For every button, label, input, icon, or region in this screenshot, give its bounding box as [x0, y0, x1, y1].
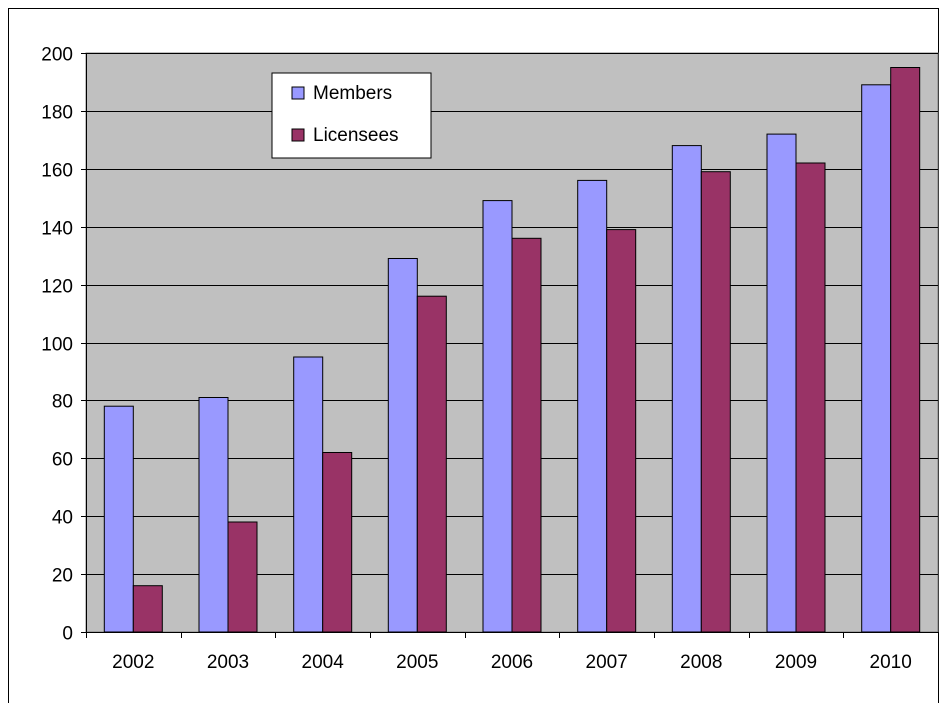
- x-tick-label: 2004: [302, 652, 345, 673]
- bar-licensees-2006: [511, 237, 542, 633]
- legend-swatch-members: [291, 86, 305, 100]
- x-tick-label: 2005: [396, 652, 438, 673]
- bar-licensees-2008: [700, 171, 731, 633]
- x-tick-label: 2003: [207, 652, 249, 673]
- bar-licensees-2004: [322, 452, 353, 633]
- legend-swatch-licensees: [291, 128, 305, 142]
- y-axis-ticks: 0 20 40 60 80 100 120 140 160 180 200: [41, 45, 86, 645]
- legend-label-licensees: Licensees: [313, 125, 399, 146]
- bar-licensees-2003: [227, 521, 258, 633]
- y-tick-label: 100: [41, 335, 73, 356]
- axes: [86, 53, 938, 633]
- x-tick-label: 2006: [491, 652, 533, 673]
- x-tick-label: 2002: [112, 652, 154, 673]
- y-tick-label: 160: [41, 161, 73, 182]
- bar-members-2006: [482, 200, 513, 633]
- x-tick-label: 2007: [586, 652, 628, 673]
- y-tick-label: 140: [41, 219, 73, 240]
- bars: [103, 67, 921, 633]
- bar-members-2005: [387, 258, 418, 633]
- legend: Members Licensees: [271, 72, 432, 159]
- y-tick-label: 120: [41, 277, 73, 298]
- y-tick-label: 40: [52, 508, 73, 529]
- bar-licensees-2009: [795, 162, 826, 633]
- legend-label-members: Members: [313, 83, 392, 104]
- x-tick-label: 2009: [775, 652, 817, 673]
- y-tick-label: 80: [52, 392, 73, 413]
- y-tick-label: 60: [52, 450, 73, 471]
- x-axis-ticks: 2002 2003 2004 2005 2006 2007 2008 2009 2010: [86, 632, 939, 673]
- x-tick-label: 2008: [680, 652, 722, 673]
- bar-licensees-2002: [132, 585, 163, 633]
- bar-members-2008: [671, 145, 702, 633]
- bar-licensees-2005: [416, 295, 447, 633]
- bar-members-2007: [577, 179, 608, 633]
- y-tick-label: 180: [41, 103, 73, 124]
- bar-members-2003: [198, 397, 229, 633]
- bar-licensees-2010: [890, 67, 921, 633]
- bar-members-2002: [103, 405, 134, 633]
- bar-members-2010: [861, 84, 892, 633]
- bar-members-2004: [293, 356, 324, 633]
- y-tick-label: 0: [62, 624, 73, 645]
- y-tick-label: 200: [41, 45, 73, 66]
- x-tick-label: 2010: [870, 652, 912, 673]
- y-tick-label: 20: [52, 566, 73, 587]
- bar-licensees-2007: [606, 229, 637, 633]
- bar-members-2009: [766, 133, 797, 633]
